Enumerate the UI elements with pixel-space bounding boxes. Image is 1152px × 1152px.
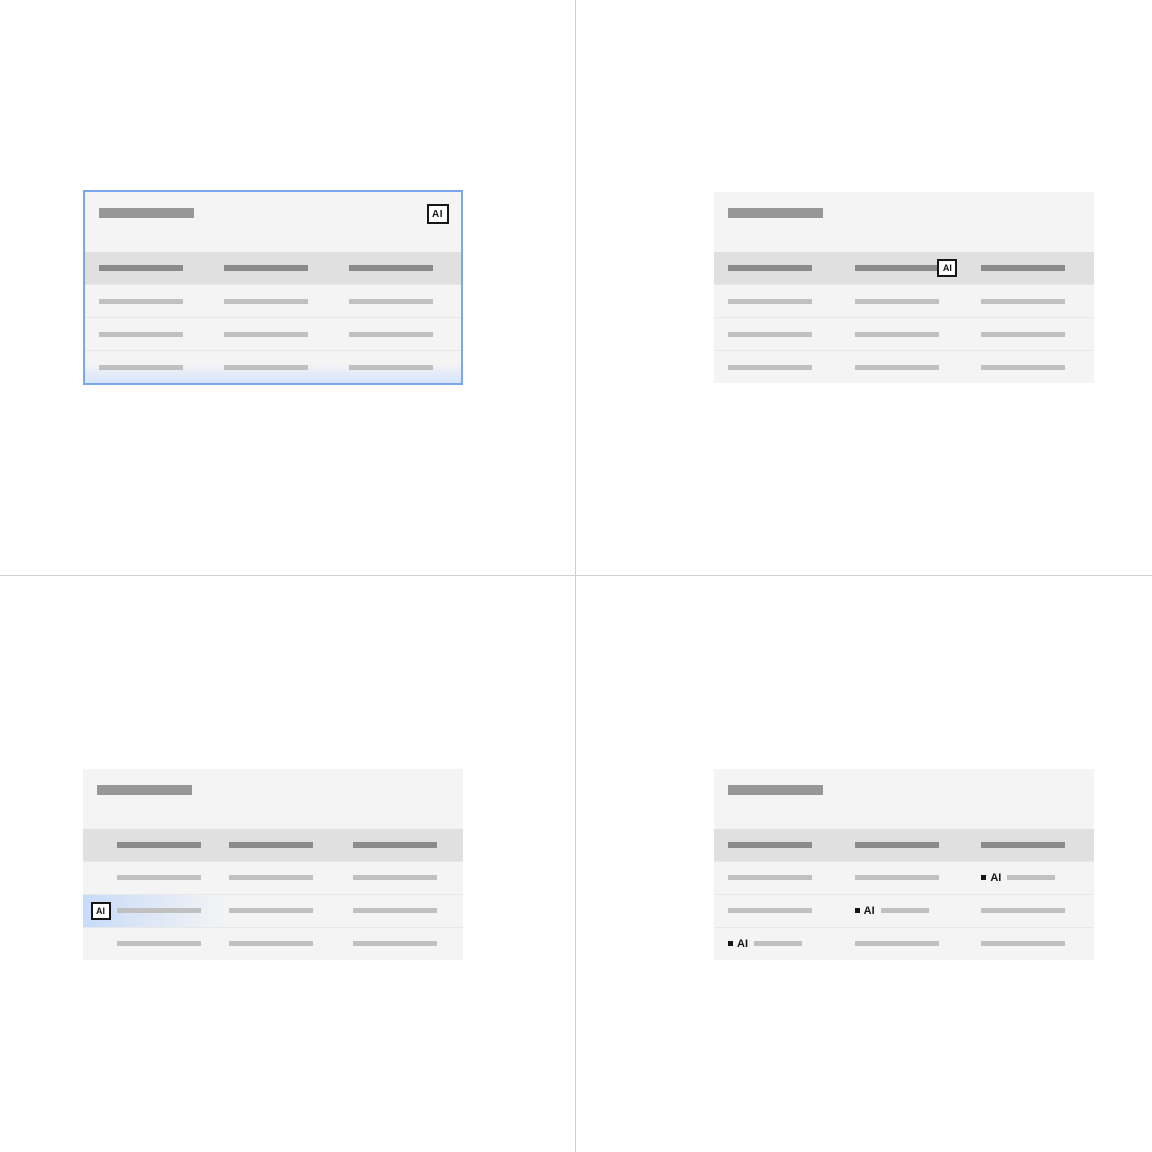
table-cell [841,332,968,337]
table-cell [335,365,460,370]
table-cell [215,908,339,913]
table-row[interactable] [85,284,461,317]
table-cell [215,875,339,880]
table-cell [841,941,968,946]
table-cell [967,908,1094,913]
ai-chip-icon: AI [981,872,1001,884]
table-cell [714,299,841,304]
table-cell-ai[interactable]: AI [967,872,1094,884]
table-cell [714,365,841,370]
table-cell [339,908,463,913]
table-cell [967,299,1094,304]
table-cell [967,332,1094,337]
table-row[interactable]: AI [714,927,1094,960]
table-cell [339,875,463,880]
column-header[interactable] [967,842,1094,848]
card-header [714,769,1094,829]
table-row[interactable] [83,927,463,960]
variant-cell-1: AI [0,0,576,576]
table-header-row: AI [714,252,1094,284]
table-cell [83,875,215,880]
table-row[interactable]: AI [714,861,1094,894]
column-header[interactable] [335,265,460,271]
variant-grid: AI [0,0,1152,1152]
ai-chip-icon: AI [855,905,875,917]
title-placeholder [97,785,192,795]
table-cell [841,299,968,304]
table-cell [335,299,460,304]
card-header [714,192,1094,252]
table-row[interactable]: AI [714,894,1094,927]
table-cell [85,299,210,304]
table-cell [210,332,335,337]
table-card-selected-all[interactable]: AI [83,190,463,385]
table-cell [841,365,968,370]
column-header[interactable]: AI [841,265,968,271]
table-cell [85,365,210,370]
card-header: AI [85,192,461,252]
ai-badge-icon[interactable]: AI [427,204,449,224]
title-placeholder [728,785,823,795]
table-header-row [83,829,463,861]
table-cell [841,875,968,880]
table-row[interactable] [85,350,461,383]
variant-cell-2: AI [576,0,1152,576]
table-cell [967,365,1094,370]
ai-badge-icon[interactable]: AI [937,259,957,277]
table-header-row [714,829,1094,861]
column-header[interactable] [215,842,339,848]
table-cell [339,941,463,946]
variant-cell-4: AI AI AI [576,576,1152,1152]
column-header[interactable] [714,265,841,271]
table-card-row-selected[interactable]: AI [83,769,463,960]
table-card-column-selected[interactable]: AI [714,192,1094,383]
table-cell [83,941,215,946]
column-header[interactable] [841,842,968,848]
card-header [83,769,463,829]
ai-chip-icon: AI [728,938,748,950]
column-header[interactable] [83,842,215,848]
table-row[interactable] [714,284,1094,317]
table-cell [714,908,841,913]
table-cell [210,365,335,370]
table-cell [967,941,1094,946]
table-cell [215,941,339,946]
table-header-row [85,252,461,284]
table-card-inline-chips[interactable]: AI AI AI [714,769,1094,960]
table-row[interactable] [85,317,461,350]
column-header[interactable] [967,265,1094,271]
title-placeholder [728,208,823,218]
table-cell [714,875,841,880]
table-cell [85,332,210,337]
table-row[interactable] [714,317,1094,350]
column-header[interactable] [85,265,210,271]
table-row[interactable] [83,861,463,894]
table-row-selected[interactable]: AI [83,894,463,927]
table-cell [210,299,335,304]
column-header[interactable] [210,265,335,271]
variant-cell-3: AI [0,576,576,1152]
ai-badge-icon[interactable]: AI [91,902,111,920]
title-placeholder [99,208,194,218]
table-row[interactable] [714,350,1094,383]
column-header[interactable] [339,842,463,848]
table-cell [335,332,460,337]
column-header[interactable] [714,842,841,848]
table-cell-ai[interactable]: AI [714,938,841,950]
table-cell-ai[interactable]: AI [841,905,968,917]
table-cell [714,332,841,337]
